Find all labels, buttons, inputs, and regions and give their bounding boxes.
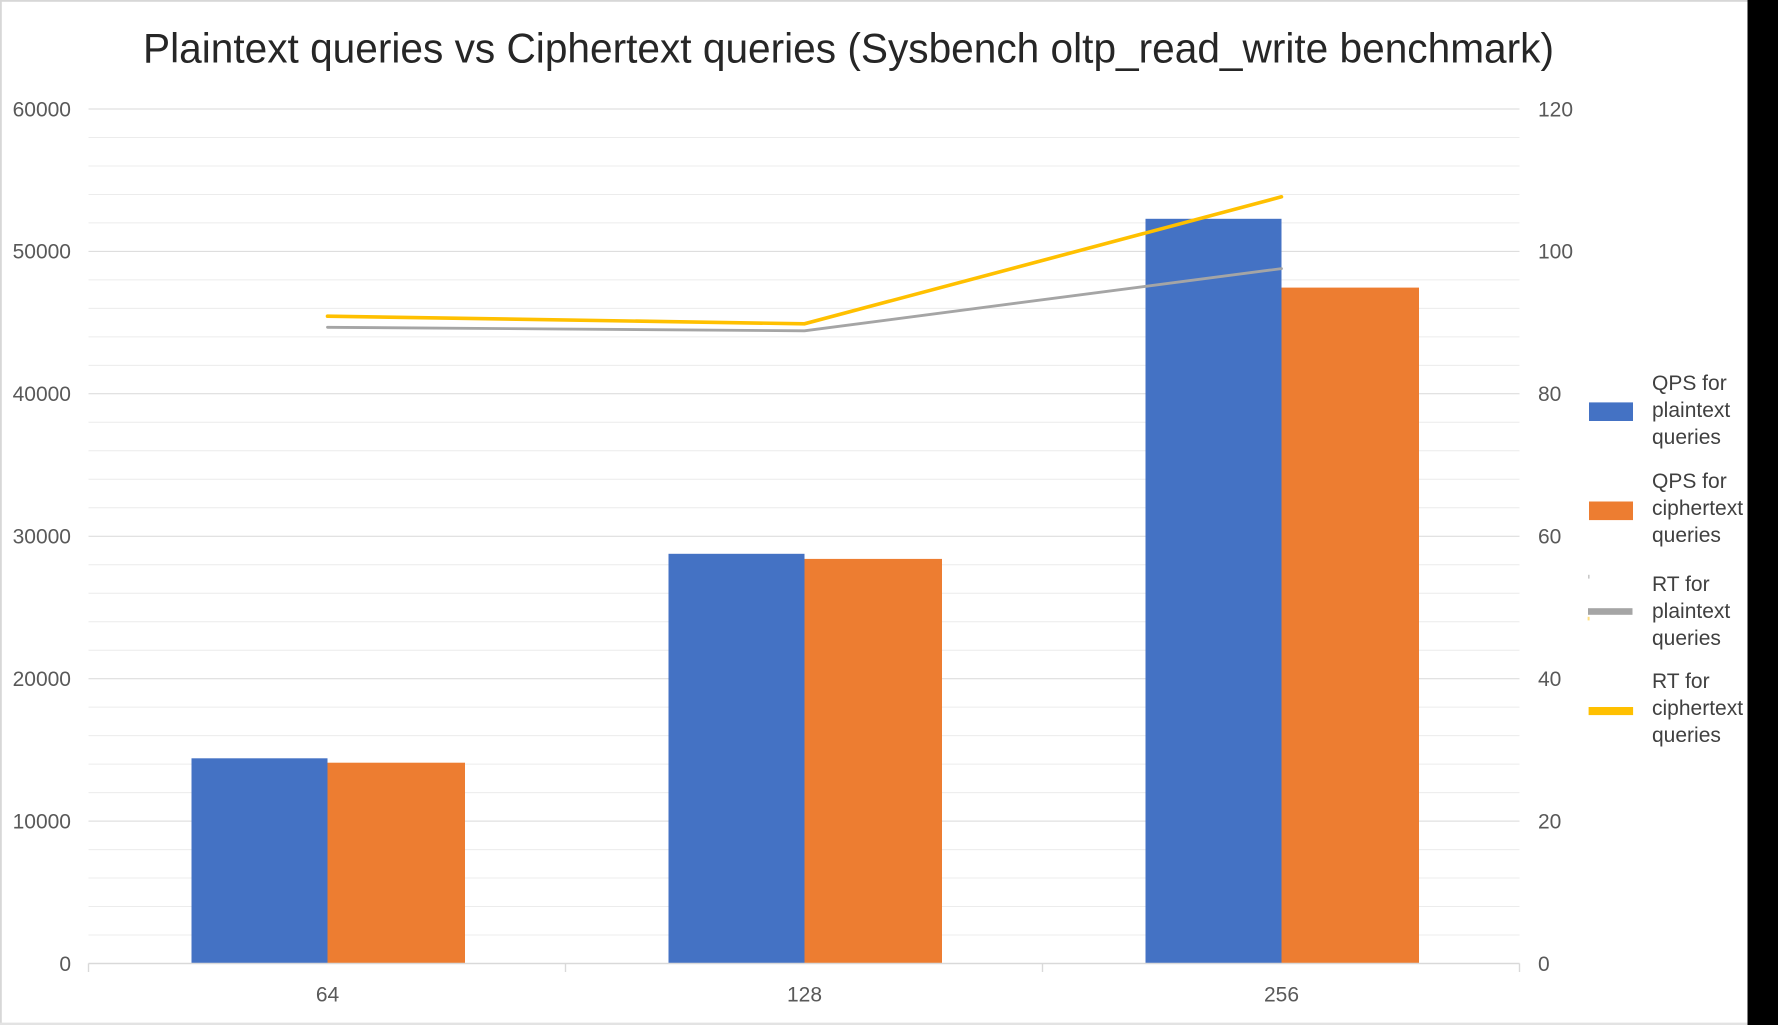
svg-text:QPS for: QPS for (1652, 470, 1727, 493)
svg-text:plaintext: plaintext (1652, 399, 1730, 422)
svg-text:50000: 50000 (13, 241, 71, 264)
svg-text:10000: 10000 (13, 810, 71, 833)
svg-text:30000: 30000 (13, 526, 71, 549)
svg-text:60: 60 (1538, 526, 1561, 549)
svg-text:256: 256 (1264, 983, 1299, 1006)
svg-text:0: 0 (1538, 953, 1550, 976)
svg-text:plaintext: plaintext (1652, 600, 1730, 623)
svg-text:40: 40 (1538, 668, 1561, 691)
svg-text:ciphertext: ciphertext (1652, 497, 1743, 520)
svg-text:RT for: RT for (1652, 670, 1710, 693)
svg-text:40000: 40000 (13, 383, 71, 406)
svg-text:128: 128 (787, 983, 822, 1006)
svg-text:20: 20 (1538, 810, 1561, 833)
svg-text:queries: queries (1652, 426, 1721, 449)
svg-text:queries: queries (1652, 524, 1721, 547)
svg-text:Plaintext queries vs Ciphertex: Plaintext queries vs Ciphertext queries … (143, 25, 1554, 72)
svg-text:RT for: RT for (1652, 573, 1710, 596)
svg-text:queries: queries (1652, 724, 1721, 747)
svg-text:0: 0 (59, 953, 71, 976)
svg-text:100: 100 (1538, 241, 1573, 264)
svg-text:queries: queries (1652, 627, 1721, 650)
svg-text:20000: 20000 (13, 668, 71, 691)
svg-text:120: 120 (1538, 98, 1573, 121)
svg-text:60000: 60000 (13, 98, 71, 121)
svg-text:QPS for: QPS for (1652, 372, 1727, 395)
svg-text:64: 64 (316, 983, 340, 1006)
svg-text:80: 80 (1538, 383, 1561, 406)
svg-text:ciphertext: ciphertext (1652, 697, 1743, 720)
